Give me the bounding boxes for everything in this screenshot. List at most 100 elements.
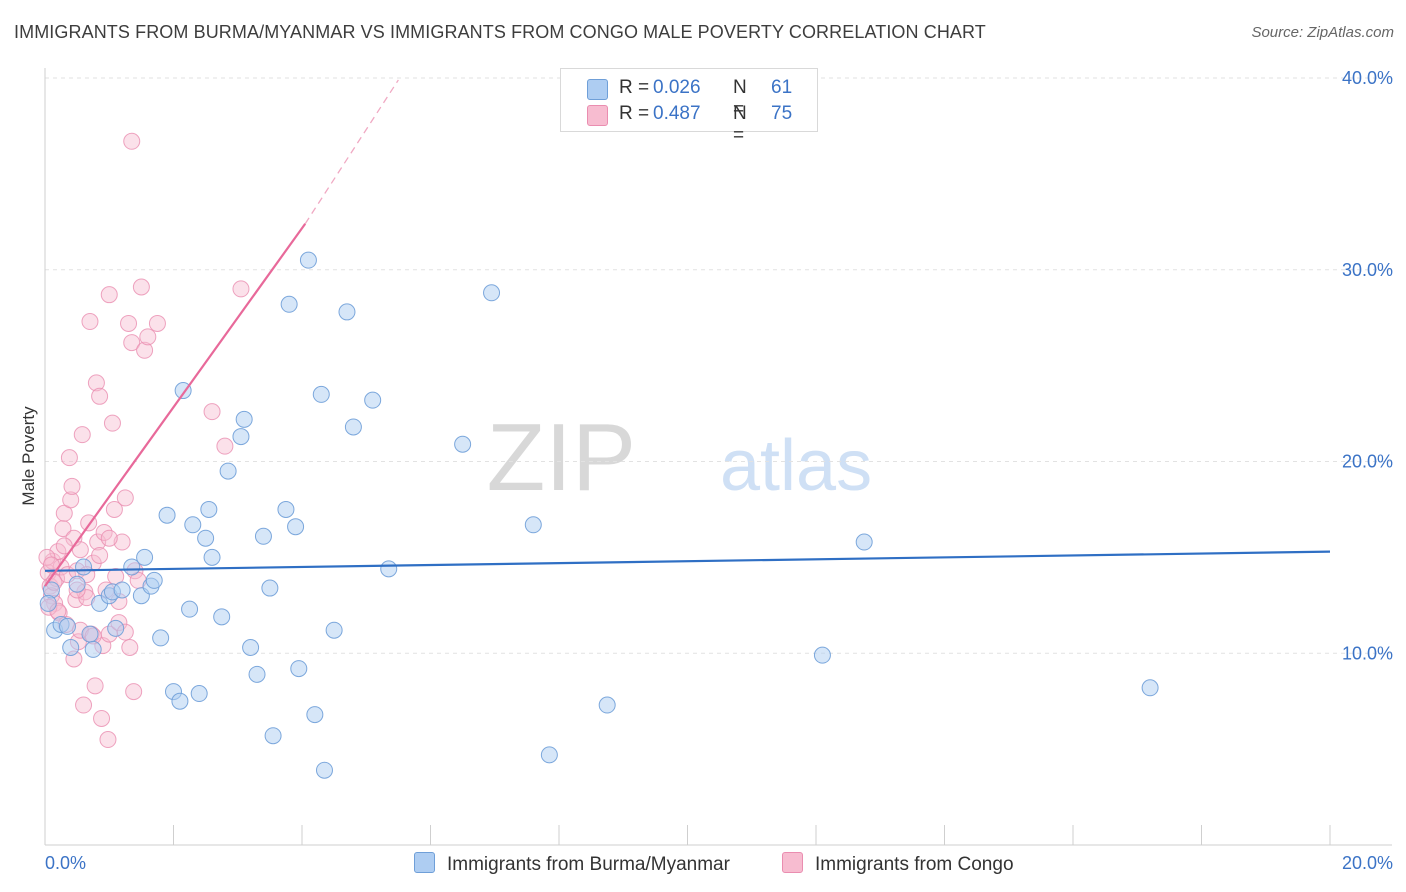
correlation-legend: R = 0.026 N = 61 R = 0.487 N = 75 [560,68,818,146]
burma-point-46 [325,621,343,639]
burma-point-52 [483,284,501,302]
burma-point-44 [312,385,330,403]
congo-point-45 [116,489,134,507]
burma-point-58 [1141,679,1159,697]
burma-point-6 [81,625,99,643]
burma-point-37 [264,727,282,745]
burma-r-label: R = [619,77,650,98]
burma-point-38 [277,500,295,518]
axes [44,68,1392,846]
congo-point-26 [81,313,99,331]
congo-point-55 [148,314,166,332]
burma-point-32 [235,410,253,428]
burma-point-15 [136,548,154,566]
congo-point-40 [103,414,121,432]
congo-point-58 [216,437,234,455]
burma-point-27 [200,500,218,518]
congo-point-49 [125,683,143,701]
watermark-zip: ZIP [487,404,636,511]
burma-point-50 [380,560,398,578]
burma-point-42 [299,251,317,269]
burma-point-26 [197,529,215,547]
burma-point-33 [242,638,260,656]
burma-point-57 [855,533,873,551]
tick-labels: 10.0% 20.0% 30.0% 40.0% 0.0% 20.0% [45,68,1393,873]
congo-point-57 [203,403,221,421]
burma-point-28 [203,548,221,566]
congo-point-71 [91,546,109,564]
congo-trend-extension [304,79,399,225]
burma-point-40 [287,518,305,536]
bottom-congo-swatch [782,852,803,873]
congo-point-14 [62,491,80,509]
congo-n-value: 75 [771,103,793,124]
congo-point-15 [63,477,81,495]
congo-n-label: N = [733,103,747,146]
congo-point-21 [73,426,91,444]
congo-point-9 [54,520,72,538]
congo-point-44 [113,533,131,551]
burma-point-13 [123,558,141,576]
burma-point-54 [540,746,558,764]
burma-point-19 [158,506,176,524]
congo-point-52 [132,278,150,296]
burma-point-56 [813,646,831,664]
y-axis-label: Male Poverty [19,406,38,506]
congo-point-48 [123,334,141,352]
y-tick-label-2: 30.0% [1342,260,1393,280]
congo-trend-line [44,223,307,587]
burma-point-31 [232,428,250,446]
burma-point-60 [39,594,57,612]
burma-point-48 [344,418,362,436]
burma-point-51 [454,435,472,453]
watermark-atlas: atlas [720,426,872,506]
burma-point-39 [280,295,298,313]
congo-point-59 [232,280,250,298]
burma-point-41 [290,660,308,678]
bottom-burma-swatch [414,852,435,873]
x-tick-label-min: 0.0% [45,853,86,873]
bottom-burma-label: Immigrants from Burma/Myanmar [447,854,730,875]
burma-swatch [587,79,608,100]
burma-n-label: N = [733,77,747,120]
burma-point-12 [113,581,131,599]
burma-point-23 [181,600,199,618]
burma-point-5 [75,558,93,576]
congo-point-41 [105,500,123,518]
congo-point-37 [99,731,117,749]
burma-point-49 [364,391,382,409]
burma-point-18 [152,629,170,647]
x-tick-label-max: 20.0% [1342,853,1393,873]
burma-point-2 [58,617,76,635]
burma-point-3 [62,638,80,656]
congo-point-22 [75,696,93,714]
congo-point-30 [87,374,105,392]
congo-point-32 [91,387,109,405]
bottom-legend-congo: Immigrants from Congo [782,852,1014,876]
burma-point-45 [315,761,333,779]
congo-point-29 [86,677,104,695]
burma-point-4 [68,575,86,593]
congo-r-value: 0.487 [653,103,701,124]
burma-n-value: 61 [771,77,793,98]
burma-point-35 [254,527,272,545]
burma-trend-line [44,550,1331,572]
y-tick-label-0: 10.0% [1342,643,1393,663]
congo-point-65 [55,537,73,555]
burma-point-17 [145,571,163,589]
burma-point-43 [306,706,324,724]
congo-point-46 [120,314,138,332]
trend-lines [44,79,1331,587]
congo-r-label: R = [619,103,650,124]
bottom-congo-label: Immigrants from Congo [815,854,1014,875]
burma-point-47 [338,303,356,321]
congo-point-39 [100,286,118,304]
burma-points [39,251,1159,779]
congo-point-72 [100,529,118,547]
burma-point-21 [171,692,189,710]
congo-point-56 [123,132,141,150]
y-tick-label-3: 40.0% [1342,68,1393,88]
congo-point-53 [136,341,154,359]
burma-point-29 [213,608,231,626]
congo-point-33 [93,709,111,727]
